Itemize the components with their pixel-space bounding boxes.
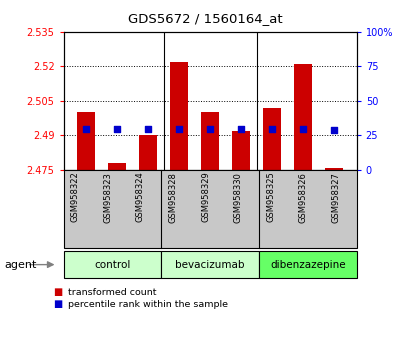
Point xyxy=(206,126,213,131)
Text: GSM958323: GSM958323 xyxy=(103,172,112,223)
Text: GSM958329: GSM958329 xyxy=(201,172,209,222)
Bar xyxy=(139,135,157,170)
Text: GSM958330: GSM958330 xyxy=(233,172,242,223)
Bar xyxy=(262,108,281,170)
Point xyxy=(114,126,120,131)
Bar xyxy=(324,168,343,170)
Text: agent: agent xyxy=(4,259,36,270)
Text: transformed count: transformed count xyxy=(67,287,156,297)
Text: ■: ■ xyxy=(53,299,63,309)
Point xyxy=(175,126,182,131)
Text: GSM958328: GSM958328 xyxy=(168,172,177,223)
Point xyxy=(299,126,306,131)
Text: bevacizumab: bevacizumab xyxy=(175,259,244,270)
Text: percentile rank within the sample: percentile rank within the sample xyxy=(67,300,227,309)
Text: GSM958322: GSM958322 xyxy=(71,172,80,222)
Point xyxy=(144,126,151,131)
Bar xyxy=(293,64,312,170)
Bar xyxy=(231,131,250,170)
Bar xyxy=(169,62,188,170)
Bar xyxy=(200,113,219,170)
Point xyxy=(330,127,337,133)
Bar xyxy=(108,163,126,170)
Text: GSM958327: GSM958327 xyxy=(330,172,339,223)
Text: control: control xyxy=(94,259,130,270)
Bar xyxy=(77,113,95,170)
Point xyxy=(268,126,275,131)
Text: GSM958325: GSM958325 xyxy=(265,172,274,222)
Text: dibenzazepine: dibenzazepine xyxy=(270,259,345,270)
Text: GSM958326: GSM958326 xyxy=(298,172,307,223)
Text: ■: ■ xyxy=(53,287,63,297)
Point xyxy=(237,126,244,131)
Text: GDS5672 / 1560164_at: GDS5672 / 1560164_at xyxy=(127,12,282,25)
Text: GSM958324: GSM958324 xyxy=(136,172,145,222)
Point xyxy=(83,126,89,131)
